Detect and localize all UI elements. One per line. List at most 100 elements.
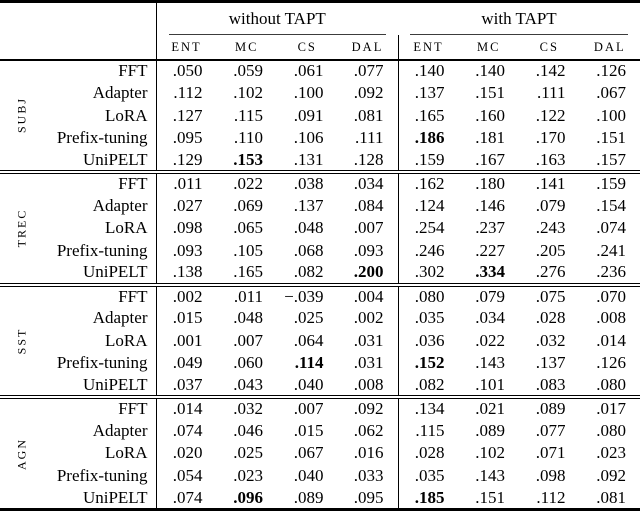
value-cell: .141 [535,174,566,194]
value-cell: .002 [172,286,203,306]
value-cell: .151 [475,487,506,507]
value-cell: .236 [596,262,627,282]
table-row: Adapter .015 .048 .025 .002 .035 .034 .028 .008 [0,307,640,330]
value-cell: .102 [233,83,263,103]
value-cell: .092 [337,82,399,105]
value-cell: .016 [337,442,399,465]
value-cell: .080 [596,374,627,394]
value-cell: .031 [337,352,399,375]
value-cell: .007 [293,399,324,419]
value-cell: .302 [414,262,445,282]
method-label: FFT [44,172,157,195]
value-cell: .049 [172,353,203,373]
column-header-row: ENT MC CS DAL ENT MC CS DAL [0,34,640,60]
value-cell: .163 [535,149,566,169]
value-cell: .100 [596,105,627,125]
column-header-ent: ENT [171,40,202,54]
value-cell: .114 [294,353,324,373]
table-row: LoRA .127 .115 .091 .081 .165 .160 .122 .100 [0,104,640,127]
value-cell: .007 [233,330,263,350]
value-cell: .237 [475,218,506,238]
value-cell: .157 [596,149,627,169]
value-cell: .160 [475,105,506,125]
value-cell: .023 [596,443,627,463]
value-cell: .112 [173,83,203,103]
table-row: Adapter .074 .046 .015 .062 .115 .089 .077 .080 [0,419,640,442]
value-cell: .254 [414,218,445,238]
value-cell: .146 [475,195,506,215]
value-cell: .126 [596,61,627,81]
value-cell: .165 [414,105,445,125]
value-cell: −.039 [284,286,324,306]
value-cell: .111 [537,83,566,103]
method-label: FFT [44,284,157,307]
value-cell: .105 [233,240,263,260]
value-cell: .100 [293,83,324,103]
value-cell: .008 [337,374,399,397]
value-cell: .115 [233,105,263,125]
value-cell: .138 [172,262,203,282]
table-row: LoRA .001 .007 .064 .031 .036 .022 .032 .014 [0,329,640,352]
table-row: Prefix-tuning .095 .110 .106 .111 .186 .181 .17… [0,127,640,150]
value-cell: .246 [414,240,445,260]
value-cell: .014 [172,399,203,419]
value-cell: .276 [535,262,566,282]
method-label: Prefix-tuning [44,352,157,375]
column-header-mc: MC [235,40,259,54]
table-row: SUBJ FFT .050 .059 .061 .077 .140 .140 .142 .126 [0,59,640,133]
value-cell: .153 [233,149,263,169]
value-cell: .122 [535,105,566,125]
value-cell: .015 [293,420,324,440]
table-row: UniPELT .037 .043 .040 .008 .082 .101 .083 .080 [0,374,640,397]
value-cell: .089 [293,487,324,507]
value-cell: .095 [172,128,203,148]
value-cell: .128 [337,149,399,172]
method-label: LoRA [44,442,157,465]
value-cell: .159 [414,149,445,169]
value-cell: .089 [535,399,566,419]
value-cell: .070 [596,286,627,306]
value-cell: .064 [293,330,324,350]
value-cell: .040 [293,465,324,485]
value-cell: .151 [596,128,627,148]
value-cell: .061 [293,61,324,81]
value-cell: .134 [414,399,445,419]
method-label: FFT [44,59,157,82]
row-group-label: SST [14,327,29,355]
value-cell: .017 [596,399,627,419]
value-cell: .092 [337,397,399,420]
table-header: without TAPT with TAPT ENT MC CS DAL ENT… [0,1,640,60]
value-cell: .143 [475,465,506,485]
value-cell: .011 [173,174,203,194]
value-cell: .022 [475,330,506,350]
table-row: SST FFT .002 .011 −.039 .004 .080 .079 .075 .070 [0,284,640,354]
value-cell: .095 [337,487,399,510]
value-cell: .062 [337,419,399,442]
method-label: LoRA [44,217,157,240]
value-cell: .126 [596,353,627,373]
value-cell: .046 [233,420,263,440]
value-cell: .074 [172,487,203,507]
table-row: Adapter .112 .102 .100 .092 .137 .151 .111 .067 [0,82,640,105]
value-cell: .112 [536,487,566,507]
value-cell: .162 [414,174,445,194]
value-cell: .098 [172,218,203,238]
row-group-trec: TREC FFT .011.022.038.034.162.180.141.159 A… [0,172,640,285]
value-cell: .025 [293,308,324,328]
value-cell: .069 [233,195,263,215]
row-group-label-cell: SUBJ [0,60,44,173]
method-label: UniPELT [44,487,157,510]
value-cell: .077 [535,420,566,440]
value-cell: .059 [233,61,263,81]
value-cell: .152 [414,353,445,373]
corner-cell [0,1,157,60]
value-cell: .137 [414,83,445,103]
method-label: Prefix-tuning [44,127,157,150]
method-label: UniPELT [44,149,157,172]
value-cell: .110 [233,128,263,148]
value-cell: .159 [596,174,627,194]
value-cell: .040 [293,374,324,394]
row-group-label: SUBJ [14,97,29,134]
value-cell: .142 [535,61,566,81]
value-cell: .140 [475,61,506,81]
